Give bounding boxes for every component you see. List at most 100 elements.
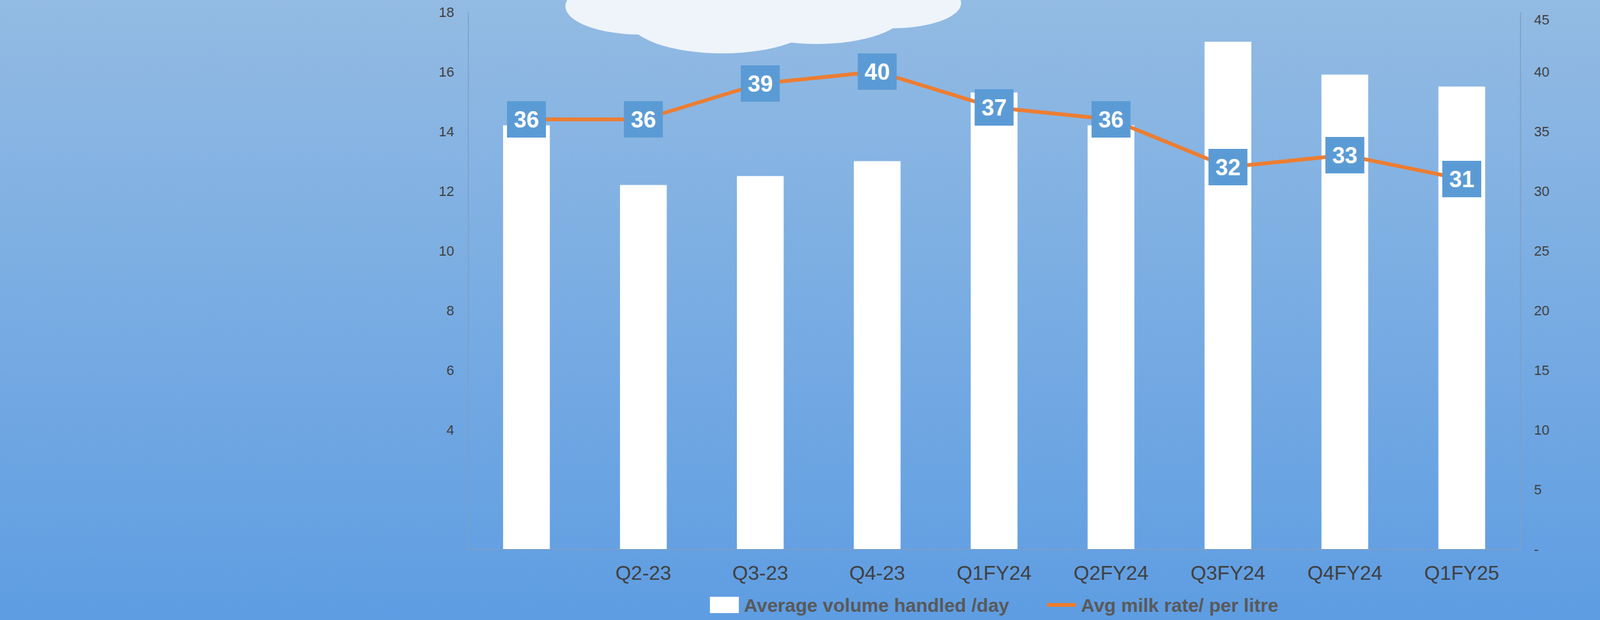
data-label-box: [623, 101, 663, 138]
y2ticks-axis: - 5 10 15 20 25 30 35 40 45: [1520, 11, 1550, 557]
data-label-text: 31: [1449, 166, 1475, 193]
data-label: 40: [857, 53, 897, 90]
bar: [736, 175, 784, 550]
tick: Q3FY24: [1190, 549, 1266, 585]
tick: Q1FY24: [956, 549, 1032, 585]
tick: 18: [439, 4, 469, 21]
tick: Q2-23: [615, 549, 672, 585]
tick-label: 6: [446, 362, 455, 379]
tick-label: 12: [439, 183, 455, 200]
chart: 4 6 8 10 12 14 16 18 - 5 10 15 20 25 30 35 40 45 Q2-23 Q3-2…: [0, 0, 1600, 620]
tick-label: 16: [439, 64, 455, 80]
tick: Q3-23: [732, 549, 789, 585]
tick-label: 35: [1534, 123, 1550, 140]
bar: [853, 161, 901, 550]
tick: 8: [446, 302, 469, 319]
tick: 5: [1520, 481, 1542, 498]
cloud: [565, 0, 962, 54]
tick: 40: [1520, 64, 1550, 80]
tick-label: 10: [1534, 422, 1550, 438]
tick-label: -: [1534, 541, 1539, 558]
bar: [1204, 42, 1252, 550]
data-label: 36: [1091, 101, 1131, 138]
tick: 20: [1520, 302, 1550, 319]
tick: Q4FY24: [1307, 549, 1383, 585]
data-label: 31: [1442, 160, 1482, 198]
legend: Average volume handled /day Avg milk rate…: [709, 594, 1279, 616]
data-label: 39: [740, 65, 780, 102]
bar: [1321, 74, 1369, 550]
tick-label: 18: [439, 4, 455, 21]
tick-label: 10: [439, 243, 455, 259]
legend-item: Avg milk rate/ per litre: [1047, 594, 1279, 616]
line: [526, 71, 1462, 180]
data-label-box: [1091, 101, 1131, 138]
data-label: 36: [506, 101, 546, 138]
tick: Q4-23: [849, 549, 906, 585]
tick: Q1FY25: [1424, 549, 1499, 585]
data-label-box: [506, 101, 546, 138]
tick: 30: [1520, 183, 1550, 200]
tick-label: Q3FY24: [1190, 561, 1266, 585]
data-label-text: 33: [1332, 142, 1358, 169]
legend-swatch: [709, 596, 739, 614]
data-label-box: [1442, 160, 1482, 198]
data-label-text: 39: [747, 70, 773, 97]
tick: Q2FY24: [1073, 549, 1149, 585]
data-label-box: [1208, 148, 1248, 186]
data-label: 33: [1325, 136, 1365, 174]
tick: 14: [439, 123, 469, 140]
data-label-text: 37: [981, 94, 1007, 121]
tick-label: 30: [1534, 183, 1550, 200]
tick-label: 45: [1534, 11, 1550, 28]
legend-swatch: [1047, 603, 1077, 607]
tick: 25: [1520, 243, 1550, 259]
tick: 10: [1520, 422, 1550, 438]
data-label-text: 36: [630, 106, 656, 133]
axis-line: [1520, 12, 1522, 550]
tick: 15: [1520, 362, 1550, 379]
legend-item: Average volume handled /day: [709, 594, 1010, 616]
data-label: 32: [1208, 148, 1248, 186]
tick: 12: [439, 183, 469, 200]
x-axis: Q2-23 Q3-23 Q4-23 Q1FY24 Q2FY24 Q3FY24 Q4FY24 Q…: [468, 549, 1521, 585]
bar: [970, 92, 1018, 550]
data-labels: 36 36 39 40 37 36 32 33 31: [506, 53, 1482, 198]
data-label-text: 36: [1098, 106, 1124, 133]
legend-label: Average volume handled /day: [743, 594, 1010, 616]
data-label-box: [857, 53, 897, 90]
data-label: 36: [623, 101, 663, 138]
yticks-axis: 4 6 8 10 12 14 16 18: [439, 4, 469, 550]
tick-label: Q2FY24: [1073, 561, 1149, 585]
data-label-box: [740, 65, 780, 102]
tick: 10: [439, 243, 469, 259]
tick-label: Q2-23: [615, 561, 672, 585]
tick-label: 5: [1534, 481, 1542, 498]
tick-label: 8: [446, 302, 455, 319]
tick-label: 15: [1534, 362, 1550, 379]
bar: [1087, 125, 1134, 550]
data-label-text: 36: [513, 106, 539, 133]
legend-label: Avg milk rate/ per litre: [1081, 594, 1279, 616]
tick: 16: [439, 64, 469, 80]
tick: 35: [1520, 123, 1550, 140]
data-label-text: 32: [1215, 154, 1241, 181]
tick-label: Q4FY24: [1307, 561, 1383, 585]
tick-label: Q1FY24: [956, 561, 1032, 585]
bar: [503, 125, 550, 550]
data-label-text: 40: [864, 59, 890, 85]
tick: 4: [446, 422, 469, 438]
bar: [620, 185, 667, 550]
tick-label: 40: [1534, 64, 1550, 80]
tick-label: Q1FY25: [1424, 561, 1499, 585]
tick: -: [1520, 541, 1539, 558]
data-label-box: [1325, 136, 1365, 174]
tick-label: 25: [1534, 243, 1550, 259]
tick-label: Q3-23: [732, 561, 789, 585]
background: [0, 0, 1600, 620]
tick-label: 4: [446, 422, 455, 438]
cloud-puff: [822, 0, 962, 29]
tick: 6: [446, 362, 469, 379]
data-label-box: [974, 89, 1014, 126]
bar: [1438, 86, 1486, 550]
